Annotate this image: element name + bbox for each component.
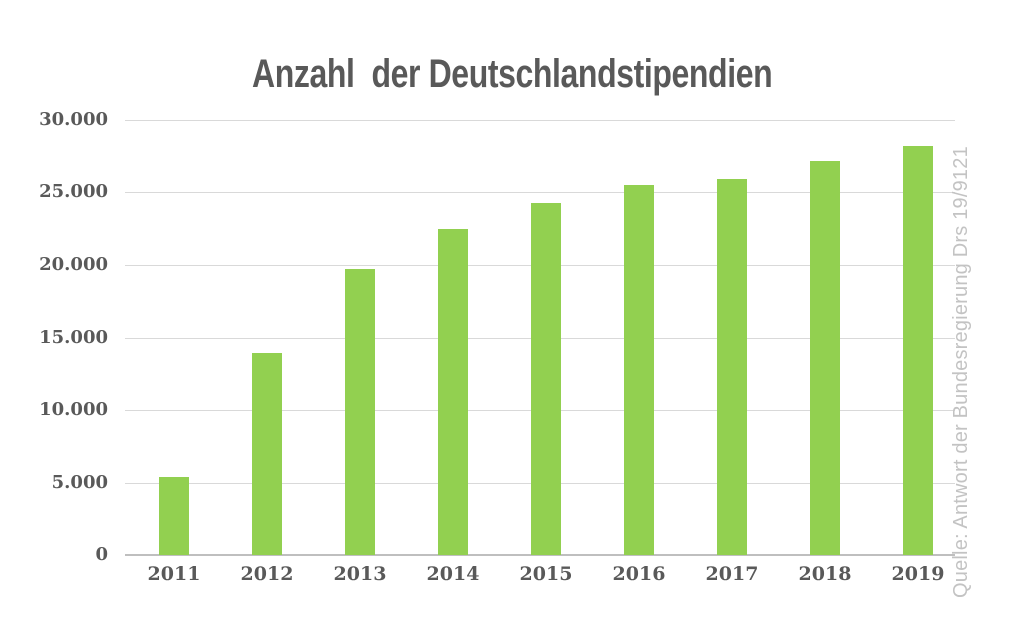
x-tick-label: 2016 (612, 563, 666, 585)
y-tick-label: 20.000 (39, 254, 108, 275)
x-axis-line (125, 554, 955, 556)
bar-2018 (810, 161, 840, 555)
x-tick-label: 2012 (240, 563, 294, 585)
bar-2011 (159, 477, 189, 555)
y-tick-label: 5.000 (51, 472, 108, 493)
y-tick-label: 25.000 (39, 181, 108, 202)
bar-2015 (531, 203, 561, 555)
bar-2019 (903, 146, 933, 555)
chart-title: Anzahl der Deutschlandstipendien (251, 52, 773, 96)
x-tick-label: 2019 (891, 563, 945, 585)
y-tick-label: 0 (95, 544, 108, 565)
plot-area (125, 120, 955, 556)
x-tick-label: 2014 (426, 563, 480, 585)
x-tick-label: 2013 (333, 563, 387, 585)
chart-title-row: Anzahl der Deutschlandstipendien (0, 52, 1024, 96)
bar-2014 (438, 229, 468, 555)
x-tick-label: 2015 (519, 563, 573, 585)
y-gridline (125, 120, 955, 121)
bar-2012 (252, 353, 282, 555)
x-tick-label: 2018 (798, 563, 852, 585)
y-tick-label: 10.000 (39, 399, 108, 420)
x-tick-label: 2011 (147, 563, 201, 585)
x-tick-label: 2017 (705, 563, 759, 585)
bar-2017 (717, 179, 747, 555)
y-tick-label: 15.000 (39, 327, 108, 348)
y-gridline (125, 192, 955, 193)
bar-2016 (624, 185, 654, 555)
y-tick-label: 30.000 (39, 109, 108, 130)
source-caption: Quelle: Antwort der Bundesregierung Drs … (950, 146, 972, 598)
bar-2013 (345, 269, 375, 555)
